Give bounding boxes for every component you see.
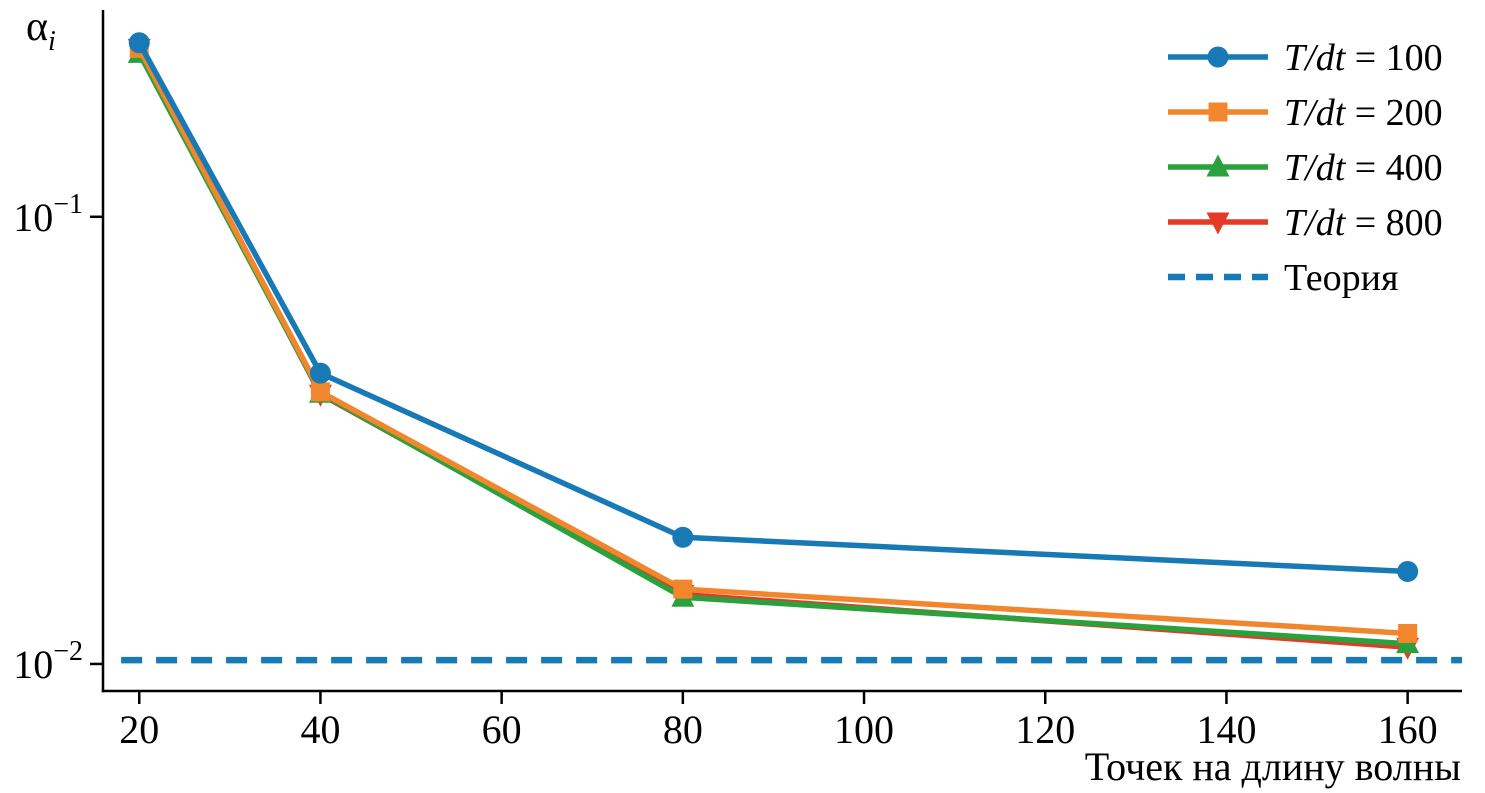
y-axis-title-symbol: α [26,4,49,50]
y-ticks: 10−1 10−2 [13,189,103,687]
x-tick-label: 20 [119,707,159,752]
legend-label: T/dt = 400 [1284,147,1443,189]
data-point-marker [672,526,694,548]
legend-marker [1207,46,1229,68]
series-line [136,50,1411,647]
data-point-marker [310,382,330,402]
x-axis-title: Точек на длину волны [1084,744,1461,789]
x-tick-label: 120 [1015,707,1075,752]
legend-label: T/dt = 100 [1284,37,1443,79]
y-axis-title-subscript: i [48,26,56,57]
series-line [136,45,1411,637]
legend-label: T/dt = 200 [1284,92,1443,134]
axes [101,10,1462,693]
x-tick-label: 80 [663,707,703,752]
series-100 [128,32,1419,582]
x-tick-label: 60 [482,707,522,752]
x-ticks: 20 40 60 80 100 120 140 160 [119,691,1438,752]
series-line [136,39,1411,575]
legend-marker [1206,212,1230,235]
data-point-marker [128,32,150,54]
legend-label: T/dt = 800 [1284,202,1443,244]
legend-item: Теория [1168,257,1398,299]
x-tick-label: 100 [834,707,894,752]
series-800 [127,38,1420,660]
legend-label: Теория [1284,257,1398,299]
legend: T/dt = 100 T/dt = 200 T/dt = 400 T/dt = 800… [1168,37,1443,299]
y-axis-title: αi [26,6,56,56]
series-200 [129,38,1418,643]
x-tick-label: 160 [1378,707,1438,752]
legend-item: T/dt = 400 [1168,147,1443,189]
x-tick-label: 40 [300,707,340,752]
legend-item: T/dt = 200 [1168,92,1443,134]
legend-marker [1208,102,1228,122]
data-point-marker [673,579,693,599]
legend-item: T/dt = 100 [1168,37,1443,79]
series-line [136,45,1411,650]
x-tick-label: 140 [1196,707,1256,752]
legend-marker [1206,154,1230,177]
y-tick-label: 10−2 [13,636,83,687]
data-point-marker [309,362,331,384]
legend-item: T/dt = 800 [1168,202,1443,244]
y-tick-label: 10−1 [13,189,83,240]
data-point-marker [1397,560,1419,582]
data-point-marker [1398,623,1418,643]
